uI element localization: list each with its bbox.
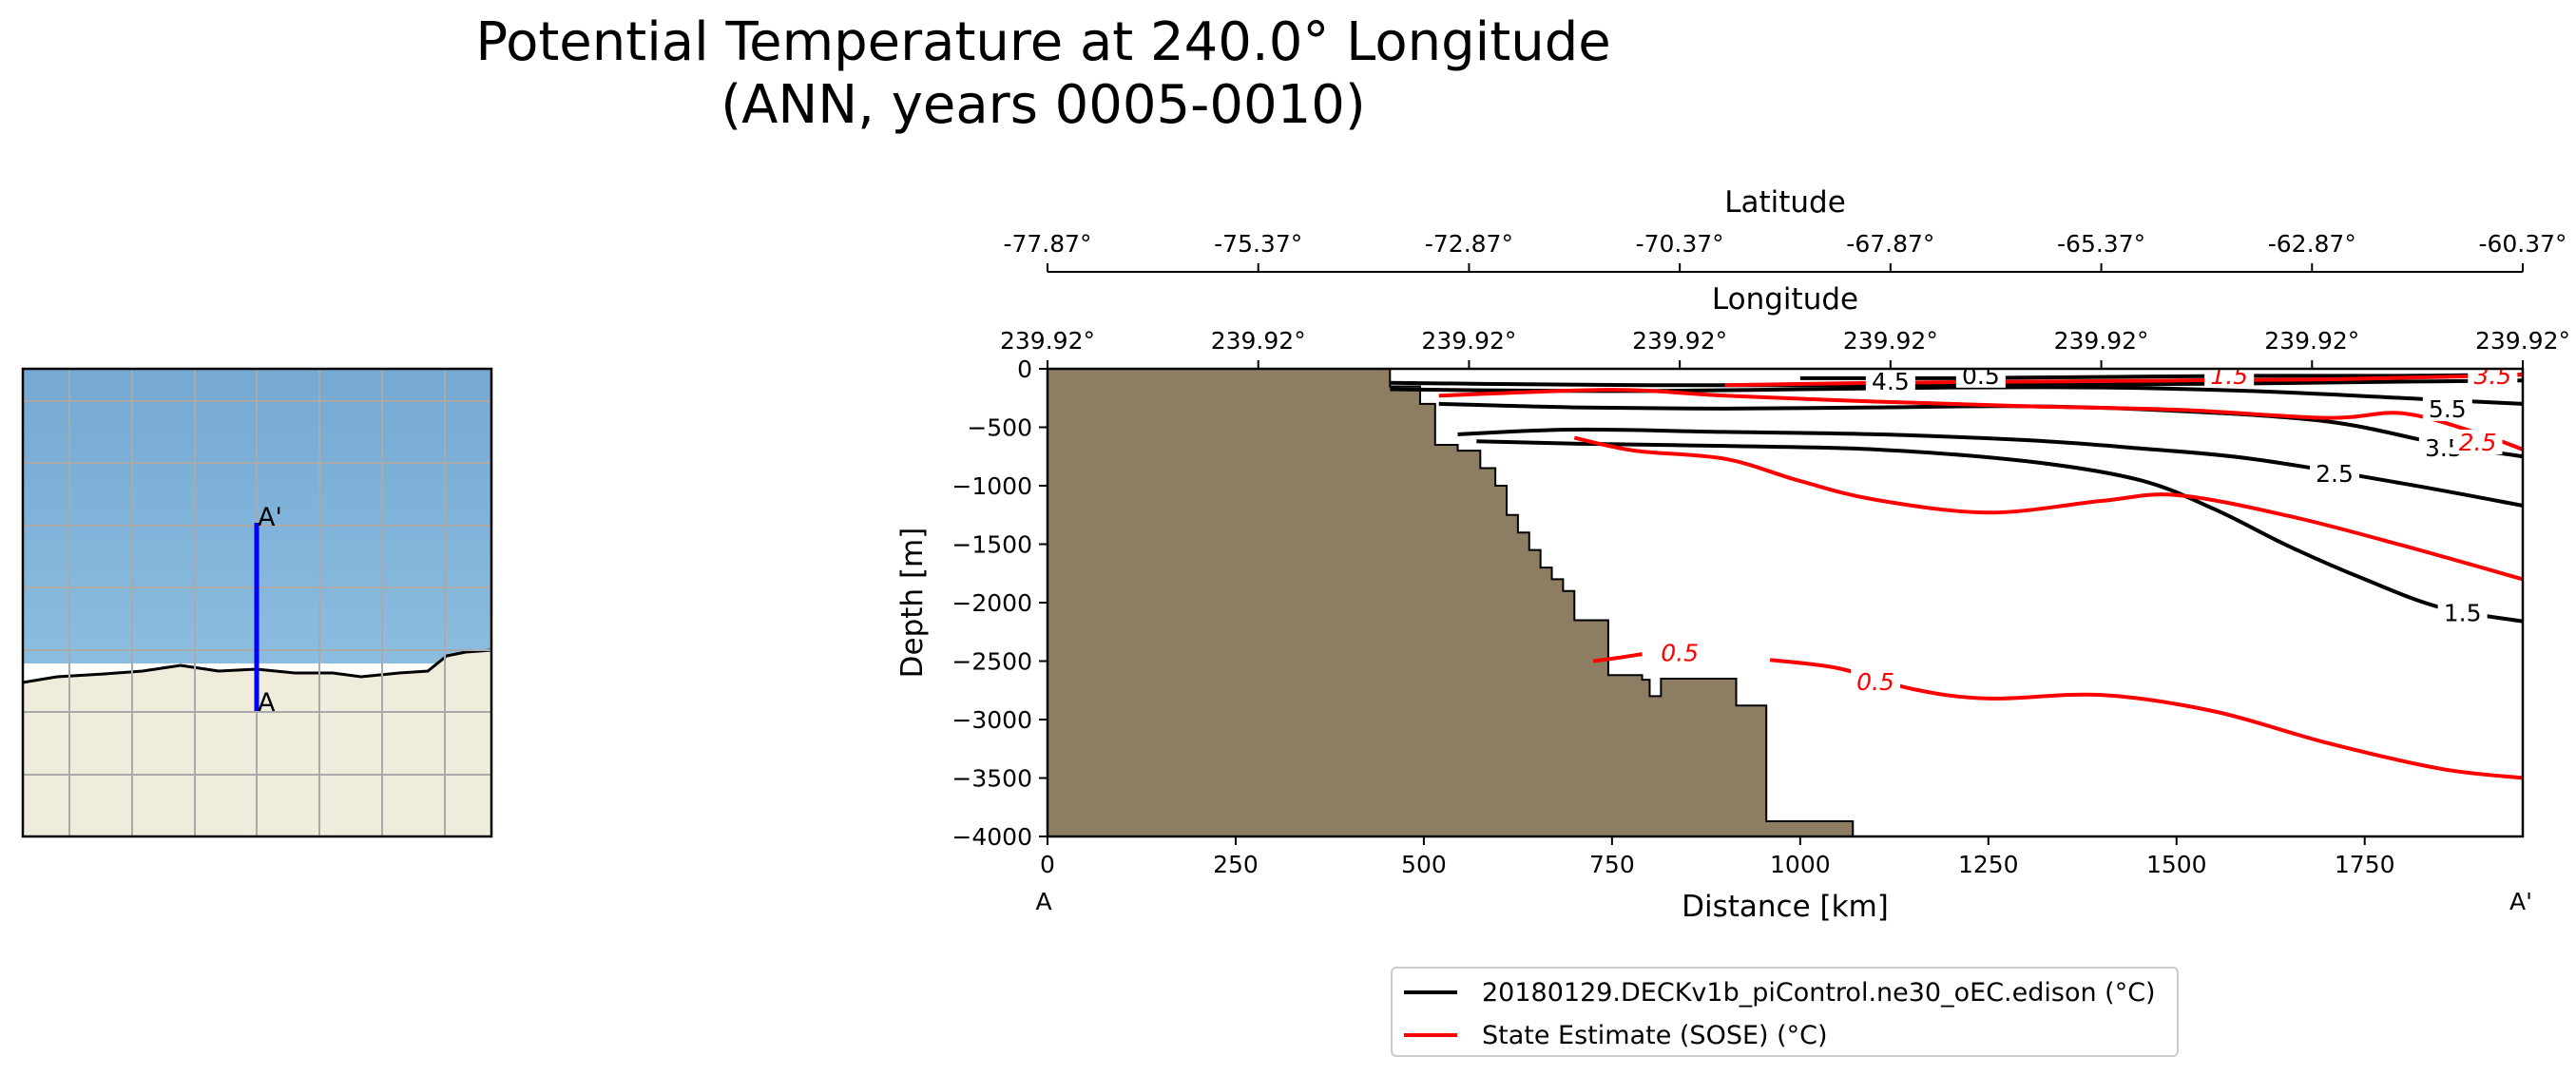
longitude-tick-label: 239.92° — [1000, 327, 1095, 355]
longitude-tick-label: 239.92° — [1421, 327, 1516, 355]
contour-model-4 — [1476, 439, 2523, 624]
x-start-label: A — [1035, 888, 1051, 915]
y-tick-label: −4000 — [952, 823, 1032, 851]
longitude-tick-label: 239.92° — [2054, 327, 2149, 355]
y-tick-label: −2000 — [952, 589, 1032, 617]
contour-label-model-3: 2.5 — [2316, 460, 2354, 488]
map-end-label: A' — [258, 503, 282, 532]
x-tick-label: 1250 — [1958, 851, 2019, 878]
longitude-tick-label: 239.92° — [2264, 327, 2359, 355]
legend-item-model: 20180129.DECKv1b_piControl.ne30_oEC.edis… — [1404, 973, 2156, 1011]
contour-label-bg-model-0 — [2422, 395, 2472, 421]
legend-item-sose: State Estimate (SOSE) (°C) — [1404, 1016, 1828, 1054]
contour-label-sose-4: 3.5 — [2473, 362, 2511, 390]
legend: 20180129.DECKv1b_piControl.ne30_oEC.edis… — [1391, 967, 2179, 1057]
x-tick-label: 0 — [1040, 851, 1055, 878]
y-axis-label: Depth [m] — [895, 528, 930, 679]
latitude-tick-label: -77.87° — [1003, 230, 1091, 258]
x-tick-label: 1750 — [2335, 851, 2395, 878]
latitude-tick-label: -62.87° — [2268, 230, 2356, 258]
longitude-tick-label: 239.92° — [1843, 327, 1938, 355]
contour-label-bg-sose-2 — [2204, 369, 2255, 388]
y-tick-label: −1500 — [952, 531, 1032, 559]
contour-label-bg-sose-0 — [1851, 669, 1901, 695]
contour-label-sose-0: 0.5 — [1856, 668, 1894, 696]
contour-label-model-0: 5.5 — [2429, 395, 2467, 423]
y-tick-label: 0 — [1017, 355, 1032, 383]
title-line-2: (ANN, years 0005-0010) — [721, 74, 1366, 136]
contour-label-bg-sose-3 — [2452, 429, 2503, 454]
legend-label-sose: State Estimate (SOSE) (°C) — [1482, 1020, 1828, 1050]
x-end-label: A' — [2509, 888, 2532, 915]
longitude-tick-label: 239.92° — [2475, 327, 2570, 355]
contour-label-bg-sose-4 — [2468, 369, 2518, 388]
title-line-1: Potential Temperature at 240.0° Longitud… — [475, 11, 1611, 73]
legend-swatch-model — [1404, 990, 1457, 994]
contour-model-0 — [1390, 378, 2523, 388]
map-start-label: A — [258, 688, 276, 718]
latitude-tick-label: -70.37° — [1636, 230, 1724, 258]
contour-label-model-5: 0.5 — [1962, 362, 2000, 390]
latitude-tick-label: -72.87° — [1425, 230, 1513, 258]
contour-label-bg-model-1 — [1865, 369, 1915, 394]
y-tick-label: −3500 — [952, 765, 1032, 793]
legend-label-model: 20180129.DECKv1b_piControl.ne30_oEC.edis… — [1482, 977, 2156, 1008]
x-tick-label: 750 — [1589, 851, 1635, 878]
contour-label-sose-2: 1.5 — [2210, 362, 2248, 390]
contour-sose-2 — [1573, 435, 2523, 582]
contour-sose-1 — [1592, 652, 1643, 663]
y-tick-label: −1000 — [952, 472, 1032, 500]
latitude-tick-label: -75.37° — [1214, 230, 1302, 258]
longitude-axis-label: Longitude — [1712, 282, 1858, 317]
x-tick-label: 1500 — [2146, 851, 2207, 878]
contour-label-sose-3: 2.5 — [2459, 429, 2497, 456]
contour-label-bg-sose-1 — [1655, 640, 1705, 665]
contour-label-model-4: 1.5 — [2444, 600, 2482, 627]
contour-label-bg-model-3 — [2310, 461, 2360, 487]
latitude-axis-label: Latitude — [1724, 185, 1846, 220]
y-tick-label: −3000 — [952, 706, 1032, 734]
latitude-tick-label: -67.87° — [1846, 230, 1934, 258]
x-tick-label: 1000 — [1770, 851, 1831, 878]
y-tick-label: −2500 — [952, 648, 1032, 676]
map-coastline — [22, 648, 492, 684]
contour-sose-3 — [1438, 388, 2523, 452]
contour-label-bg-model-4 — [2437, 600, 2488, 625]
contour-label-bg-model-5 — [1955, 369, 2006, 388]
map-frame — [21, 367, 493, 838]
inset-map: A' A — [21, 367, 493, 838]
bathymetry-fill — [1048, 369, 1855, 837]
contour-model-3 — [1457, 427, 2523, 508]
longitude-tick-label: 239.92° — [1632, 327, 1727, 355]
latitude-tick-label: -60.37° — [2478, 230, 2566, 258]
map-gridlines — [23, 369, 491, 836]
contour-label-model-1: 4.5 — [1872, 368, 1910, 395]
figure-title: Potential Temperature at 240.0° Longitud… — [0, 11, 2086, 137]
x-axis-label: Distance [km] — [1682, 890, 1889, 924]
x-tick-label: 250 — [1213, 851, 1259, 878]
legend-swatch-sose — [1404, 1033, 1457, 1037]
x-tick-label: 500 — [1401, 851, 1447, 878]
contour-label-sose-1: 0.5 — [1661, 639, 1699, 666]
latitude-tick-label: -65.37° — [2057, 230, 2145, 258]
longitude-tick-label: 239.92° — [1211, 327, 1306, 355]
y-tick-label: −500 — [967, 414, 1032, 442]
